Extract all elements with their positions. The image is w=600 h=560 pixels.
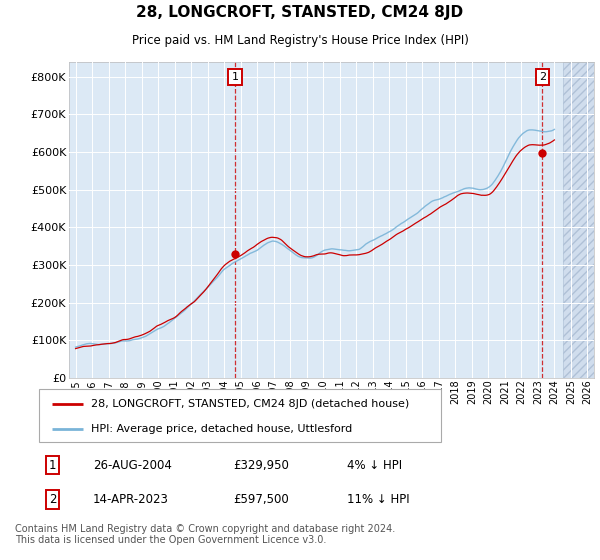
Text: 28, LONGCROFT, STANSTED, CM24 8JD: 28, LONGCROFT, STANSTED, CM24 8JD: [136, 4, 464, 20]
Text: £597,500: £597,500: [233, 493, 289, 506]
FancyBboxPatch shape: [39, 389, 442, 442]
Text: Price paid vs. HM Land Registry's House Price Index (HPI): Price paid vs. HM Land Registry's House …: [131, 34, 469, 47]
Text: 26-AUG-2004: 26-AUG-2004: [93, 459, 172, 472]
Text: 2: 2: [539, 72, 546, 82]
Text: 11% ↓ HPI: 11% ↓ HPI: [347, 493, 409, 506]
Text: HPI: Average price, detached house, Uttlesford: HPI: Average price, detached house, Uttl…: [91, 424, 352, 434]
Text: 14-APR-2023: 14-APR-2023: [93, 493, 169, 506]
Text: 4% ↓ HPI: 4% ↓ HPI: [347, 459, 402, 472]
Text: 1: 1: [232, 72, 238, 82]
Text: 28, LONGCROFT, STANSTED, CM24 8JD (detached house): 28, LONGCROFT, STANSTED, CM24 8JD (detac…: [91, 399, 409, 409]
Text: Contains HM Land Registry data © Crown copyright and database right 2024.
This d: Contains HM Land Registry data © Crown c…: [15, 524, 395, 545]
Bar: [563, 62, 599, 378]
Text: £329,950: £329,950: [233, 459, 289, 472]
Text: 1: 1: [49, 459, 56, 472]
Text: 2: 2: [49, 493, 56, 506]
